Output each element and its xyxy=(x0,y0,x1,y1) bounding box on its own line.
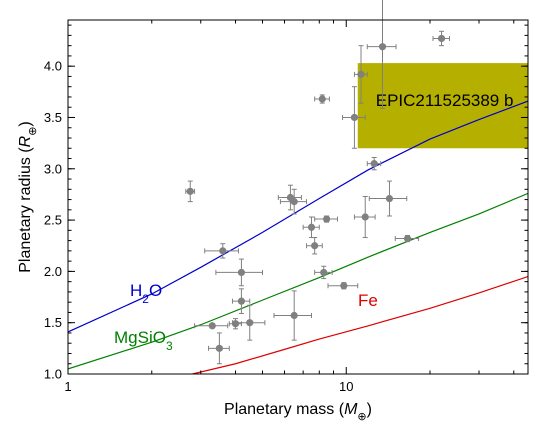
x-axis-label-subscript: ⊕ xyxy=(357,411,366,423)
highlight-region-group: EPIC211525389 b xyxy=(357,63,528,149)
data-point-marker xyxy=(215,344,223,352)
data-points xyxy=(185,0,450,365)
data-point-marker xyxy=(403,234,412,243)
curve-label-mgsio3: MgSiO3 xyxy=(114,328,173,353)
data-point xyxy=(231,288,251,314)
curve-label-h2o: H2O xyxy=(130,281,162,306)
data-point-marker xyxy=(320,268,328,277)
data-point-marker xyxy=(186,187,194,195)
data-point-marker xyxy=(437,34,446,43)
y-tick-label: 3.0 xyxy=(44,161,62,176)
curve-label-h2o-end: O xyxy=(149,281,162,300)
y-axis-label-end: ) xyxy=(17,121,34,126)
data-point-marker xyxy=(323,215,331,223)
data-point xyxy=(185,180,196,203)
data-point-marker xyxy=(237,297,246,305)
data-point xyxy=(194,322,229,330)
x-axis-label-symbol: M xyxy=(344,401,358,418)
data-point xyxy=(432,30,450,47)
curve-mgsio3 xyxy=(68,192,528,370)
data-point-marker xyxy=(290,311,298,320)
data-point-marker xyxy=(237,268,246,277)
y-tick-label: 2.0 xyxy=(44,264,62,279)
curve-label-mgsio3-main: MgSiO xyxy=(114,328,166,347)
data-point xyxy=(327,282,359,290)
curve-label-mgsio3-sub: 3 xyxy=(166,339,173,353)
x-axis-label-end: ) xyxy=(367,401,372,418)
data-point xyxy=(368,180,408,217)
data-point xyxy=(231,304,266,341)
curve-label-h2o-sub: 2 xyxy=(142,292,149,306)
data-point-marker xyxy=(378,43,387,51)
data-point xyxy=(215,258,263,287)
data-point xyxy=(314,94,330,104)
data-point xyxy=(208,332,230,365)
highlight-region-label: EPIC211525389 b xyxy=(376,91,514,110)
model-curves xyxy=(68,100,528,374)
plot-frame xyxy=(67,19,529,375)
data-point xyxy=(342,86,366,149)
x-tick-label: 10 xyxy=(339,379,353,394)
data-point-marker xyxy=(357,70,365,78)
data-point xyxy=(279,188,308,215)
data-point-marker xyxy=(307,223,316,231)
data-point-marker xyxy=(340,282,348,290)
data-point xyxy=(277,184,302,211)
data-point-marker xyxy=(350,113,359,122)
x-axis-label: Planetary mass (M⊕) xyxy=(224,401,372,423)
data-point xyxy=(366,0,397,109)
curve-label-fe: Fe xyxy=(358,291,378,310)
x-tick-label: 1 xyxy=(64,379,71,394)
data-point-marker xyxy=(370,160,378,168)
curve-h2o xyxy=(68,100,528,333)
y-axis-label-subscript: ⊕ xyxy=(27,127,39,136)
data-point xyxy=(353,45,368,104)
data-point xyxy=(228,318,242,330)
y-axis-label-symbol: R xyxy=(17,135,34,147)
data-point-marker xyxy=(318,95,326,103)
data-point-marker xyxy=(290,198,298,206)
data-point xyxy=(204,243,240,259)
y-axis-label-text: Planetary radius ( xyxy=(17,147,34,273)
data-point xyxy=(314,215,338,223)
data-point xyxy=(353,195,376,239)
curve-label-h2o-main: H xyxy=(130,281,142,300)
data-point-marker xyxy=(231,320,240,328)
data-point xyxy=(306,237,323,255)
data-point xyxy=(302,216,320,239)
y-tick-label: 2.5 xyxy=(44,213,62,228)
data-point xyxy=(273,290,312,341)
data-point xyxy=(366,156,382,171)
curve-label-fe-main: Fe xyxy=(358,291,378,310)
y-tick-label: 3.5 xyxy=(44,110,62,125)
data-point-marker xyxy=(246,319,254,327)
data-point xyxy=(314,265,333,280)
data-point-marker xyxy=(311,242,319,250)
data-point-marker xyxy=(208,322,216,330)
y-tick-label: 1.0 xyxy=(44,367,62,382)
y-tick-label: 4.0 xyxy=(44,59,62,74)
data-point-marker xyxy=(219,247,227,255)
axis-ticks: 1.0 1.5 2.0 2.5 3.0 3.5 4.0 1 10 xyxy=(44,20,528,394)
data-point xyxy=(394,234,420,243)
y-tick-label: 1.5 xyxy=(44,315,62,330)
x-axis-label-text: Planetary mass ( xyxy=(224,401,345,418)
data-point-marker xyxy=(361,213,369,221)
y-axis-label: Planetary radius (R⊕) xyxy=(17,121,39,273)
curve-fe xyxy=(192,275,528,374)
data-point-marker xyxy=(385,194,394,203)
